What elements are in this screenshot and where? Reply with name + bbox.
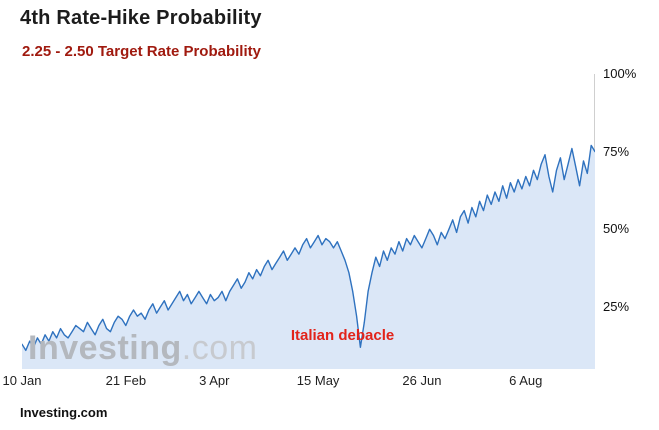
chart-area: Investing.com Italian debacle — [22, 74, 595, 369]
annotation-italian-debacle: Italian debacle — [290, 326, 395, 344]
watermark-main: Investing — [28, 329, 182, 367]
chart-subtitle: 2.25 - 2.50 Target Rate Probability — [22, 43, 261, 60]
source-credit: Investing.com — [20, 405, 108, 420]
x-axis: 10 Jan 21 Feb 3 Apr 15 May 26 Jun 6 Aug — [2, 373, 595, 391]
y-axis-label: 75% — [603, 143, 630, 159]
y-axis-label: 50% — [603, 221, 630, 237]
x-axis-label: 10 Jan — [2, 373, 42, 388]
watermark-suffix: .com — [181, 329, 258, 367]
x-axis-label: 6 Aug — [509, 373, 543, 388]
x-axis-label: 3 Apr — [199, 373, 230, 388]
x-axis-label: 26 Jun — [402, 373, 442, 388]
x-axis-label: 15 May — [296, 373, 340, 388]
y-axis-label: 25% — [603, 298, 630, 314]
x-axis-label: 21 Feb — [105, 373, 147, 388]
y-axis-label: 100% — [603, 66, 637, 81]
y-axis: 25% 50% 75% 100% — [603, 66, 655, 369]
page-title: 4th Rate-Hike Probability — [20, 7, 262, 29]
watermark: Investing.com — [28, 331, 257, 365]
chart-plot — [22, 144, 595, 369]
